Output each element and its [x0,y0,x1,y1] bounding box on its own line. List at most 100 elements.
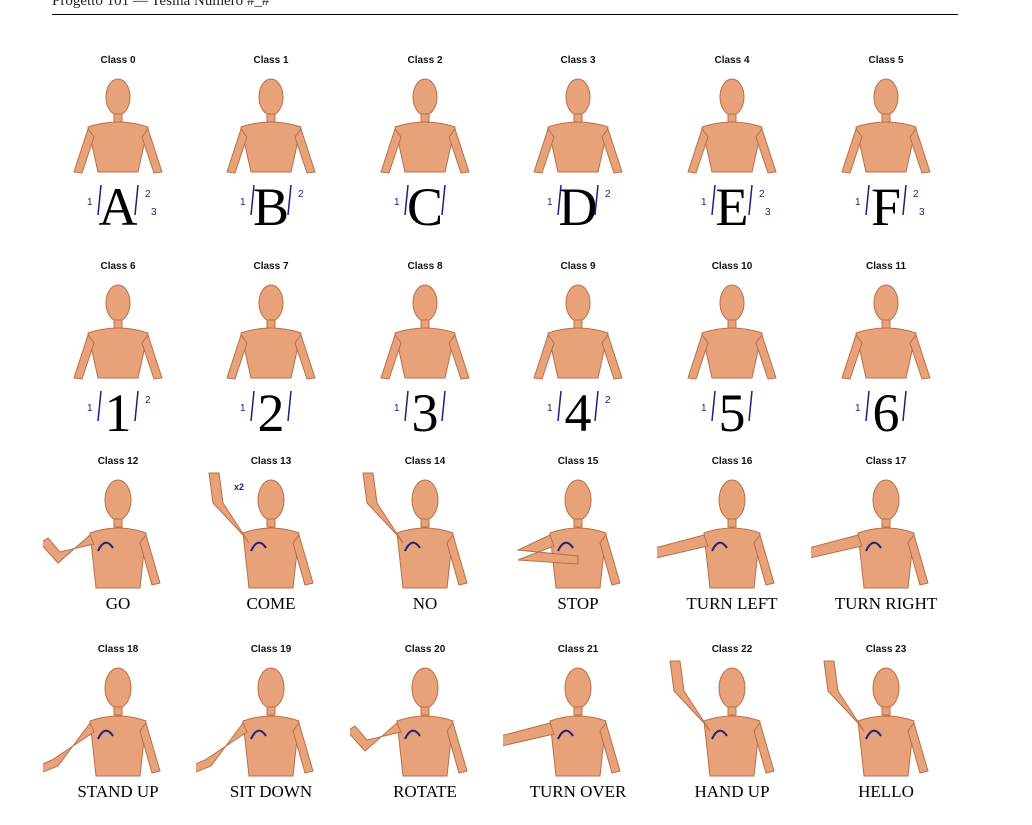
gesture-illustration [516,479,621,589]
gesture-illustration [687,284,777,380]
class-title: Class 20 [404,644,446,655]
gesture-illustration [503,667,621,777]
gesture-cell: Class 22 HAND UP [657,644,807,814]
gesture-label: TURN OVER [529,782,627,801]
gesture-cell: Class 19 SIT DOWN [196,644,346,814]
mannequin-figure [823,660,929,777]
gesture-glyph: 6 [872,383,900,443]
class-title: Class 9 [560,261,596,272]
class-title: Class 11 [865,261,907,272]
repeat-annotation: x2 [234,482,245,492]
motion-arrow [865,729,882,740]
gesture-label: STOP [557,594,599,613]
class-title: Class 8 [407,261,443,272]
gesture-illustration [362,472,468,589]
gesture-label: ROTATE [393,782,457,801]
motion-arrow [711,541,728,552]
gesture-label: TURN LEFT [686,594,778,613]
gesture-cell: Class 21 TURN OVER [503,644,653,814]
mannequin-figure [841,284,931,380]
class-title: Class 22 [711,644,753,655]
gesture-cell: Class 12 GO [43,456,193,626]
gesture-glyph: 1 [104,383,132,443]
gesture-illustration [657,479,775,589]
motion-arrow [404,729,421,740]
gesture-glyph: C [406,177,444,237]
mannequin-figure [657,479,775,589]
gesture-illustration [811,479,929,589]
mannequin-figure [533,78,623,174]
gesture-label: SIT DOWN [229,782,313,801]
mannequin-figure [226,78,316,174]
gesture-glyph: 3 [411,383,439,443]
mannequin-figure [73,78,163,174]
class-title: Class 16 [711,456,753,467]
gesture-glyph: 5 [718,383,746,443]
gesture-glyph: E [715,177,749,237]
mannequin-figure [841,78,931,174]
gesture-illustration [226,78,316,174]
class-title: Class 4 [714,55,750,66]
gesture-illustration [533,284,623,380]
class-title: Class 21 [557,644,599,655]
mannequin-figure [669,660,775,777]
gesture-label: NO [412,594,438,613]
class-title: Class 14 [404,456,446,467]
motion-arrow [865,541,882,552]
class-title: Class 1 [253,55,289,66]
gesture-illustration [687,78,777,174]
gesture-cell: Class 20 ROTATE [350,644,500,814]
class-title: Class 12 [97,456,139,467]
mannequin-figure [43,479,161,589]
gesture-label: HELLO [858,782,914,801]
class-title: Class 13 [250,456,292,467]
mannequin-figure [533,284,623,380]
page-header: Progetto 101 — Tesina Numero #_# [52,0,958,15]
gesture-illustration [669,660,775,777]
motion-arrow [711,729,728,740]
gesture-cell: Class 10 5 1 [657,261,807,440]
motion-arrow [97,729,114,740]
motion-arrow [250,729,267,740]
header-text: Progetto 101 — Tesina Numero #_# [52,0,270,9]
motion-arrow [250,541,267,552]
gesture-glyph: B [252,177,290,237]
motion-arrow [557,541,574,552]
gesture-label: GO [105,594,131,613]
class-title: Class 10 [711,261,753,272]
gesture-illustration [380,284,470,380]
class-title: Class 19 [250,644,292,655]
motion-arrow [404,541,421,552]
mannequin-figure [811,479,929,589]
gesture-cell: Class 11 6 1 [811,261,961,440]
class-title: Class 6 [100,261,136,272]
class-title: Class 17 [865,456,907,467]
class-title: Class 23 [865,644,907,655]
mannequin-figure [196,667,314,777]
mannequin-figure [350,667,468,777]
gesture-glyph: F [870,177,902,237]
gesture-cell: Class 14 NO [350,456,500,626]
mannequin-figure [226,284,316,380]
class-title: Class 15 [557,456,599,467]
class-title: Class 3 [560,55,596,66]
mannequin-figure [687,78,777,174]
gesture-label: COME [246,594,296,613]
gesture-illustration [196,667,314,777]
gesture-cell: Class 15 STOP [503,456,653,626]
gesture-illustration [533,78,623,174]
gesture-glyph: 4 [564,383,592,443]
gesture-cell: Class 16 TURN LEFT [657,456,807,626]
gesture-illustration [380,78,470,174]
gesture-label: HAND UP [694,782,770,801]
gesture-glyph: D [558,177,598,237]
gesture-cell: Class 23 HELLO [811,644,961,814]
mannequin-figure [380,78,470,174]
motion-arrow [557,729,574,740]
